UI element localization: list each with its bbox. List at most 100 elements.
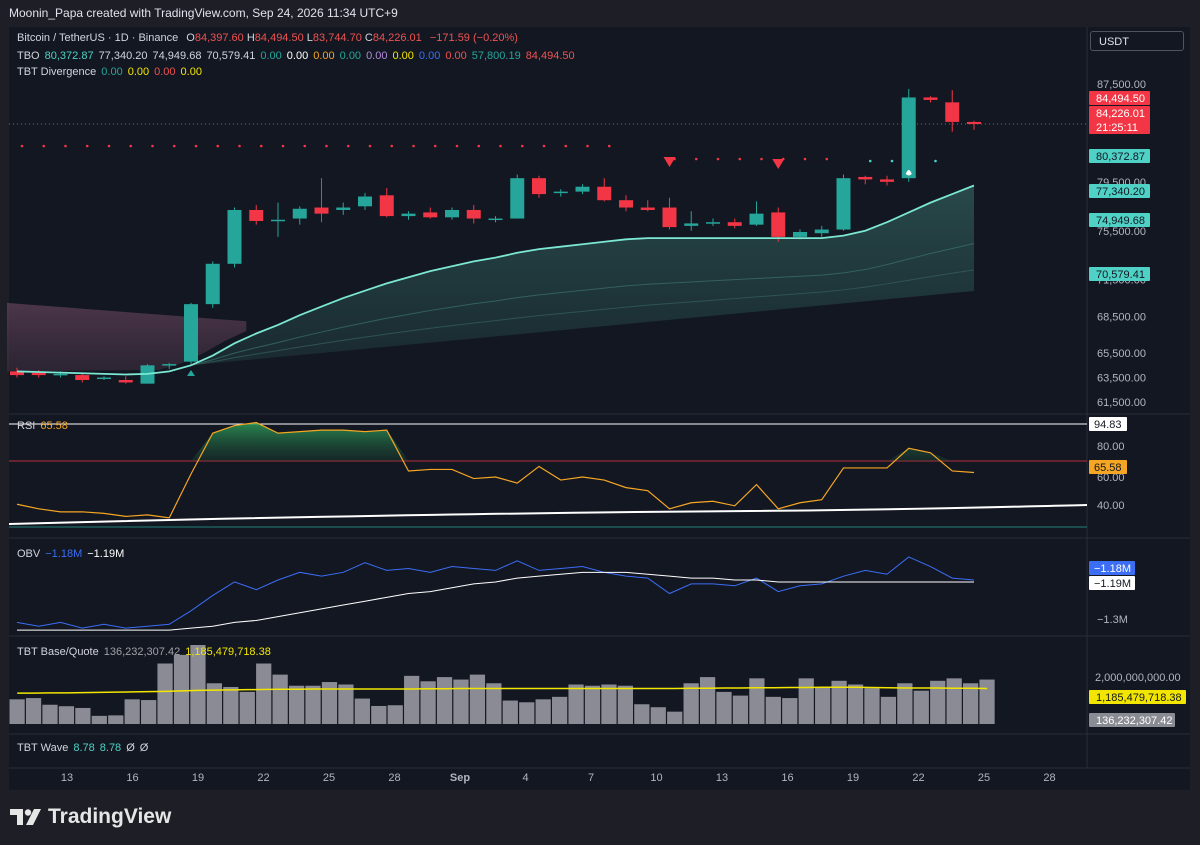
sell-signal-marker <box>772 159 785 169</box>
candle-body <box>488 218 503 221</box>
candle-body <box>553 191 568 194</box>
time-tick-label: 28 <box>1043 772 1055 784</box>
rsi-axis-label-bg <box>1089 460 1127 474</box>
candle-body <box>31 372 46 376</box>
candle-body <box>684 223 699 226</box>
resistance-dot <box>825 157 829 161</box>
legend-obv-row: OBV −1.18M −1.19M <box>17 548 129 560</box>
resistance-dot <box>303 144 307 148</box>
volume-bar <box>847 684 864 724</box>
resistance-dot <box>586 144 589 148</box>
volume-bar <box>288 685 305 724</box>
tbt-divergence-label[interactable]: TBT Divergence <box>17 66 97 78</box>
candle-body <box>445 209 459 218</box>
rsi-axis-label-bg <box>1089 417 1127 431</box>
volume-bar <box>436 677 453 724</box>
candle-body <box>945 102 960 122</box>
tradingview-logo-icon <box>10 809 41 825</box>
time-tick-label: 16 <box>126 772 138 784</box>
tbt-wave-label[interactable]: TBT Wave <box>17 742 69 754</box>
candle-body <box>967 121 981 125</box>
currency-button[interactable]: USDT <box>1090 31 1184 51</box>
obv-tick-label: −1.3M <box>1097 614 1128 626</box>
symbol-name[interactable]: Bitcoin / TetherUS · 1D · Binance <box>17 32 179 44</box>
tbt-divergence-values: 0.00 0.00 0.00 0.00 <box>101 66 207 78</box>
volume-tick-label: 2,000,000,000.00 <box>1095 672 1181 684</box>
price-tick-label: 87,500.00 <box>1097 79 1146 91</box>
candle-body <box>901 97 916 179</box>
obv-line-1 <box>17 571 974 631</box>
resistance-dot <box>42 144 46 148</box>
resistance-dot <box>107 144 111 148</box>
tbo-value-4: 0.00 <box>260 50 282 62</box>
legend-tbt-divergence-row: TBT Divergence 0.00 0.00 0.00 0.00 <box>17 66 212 78</box>
tbo-cloud-bullish <box>191 185 974 366</box>
volume-bar <box>535 699 551 724</box>
resistance-dot <box>520 144 524 148</box>
tbt-bq-value-2: 1,185,479,718.38 <box>185 646 271 658</box>
volume-bar <box>124 699 140 724</box>
tbt-divergence-value-2: 0.00 <box>154 66 176 78</box>
legend-tbt-bq-row: TBT Base/Quote 136,232,307.42 1,185,479,71… <box>17 646 276 658</box>
resistance-dot <box>412 144 415 148</box>
volume-bar <box>223 686 239 724</box>
tbo-value-3: 70,579.41 <box>206 50 256 62</box>
volume-bar <box>815 686 831 724</box>
obv-label[interactable]: OBV <box>17 548 41 560</box>
candle-body <box>184 304 198 362</box>
volume-bar <box>897 683 913 724</box>
rsi-label[interactable]: RSI <box>17 420 36 432</box>
candle-body <box>880 179 894 182</box>
tbo-value-9: 0.00 <box>392 50 414 62</box>
price-label: 70,579.41 <box>1096 269 1145 281</box>
tradingview-brand: TradingView <box>48 805 172 828</box>
volume-bar <box>321 682 338 724</box>
price-label: 21:25:11 <box>1096 122 1138 134</box>
volume-bar <box>502 700 518 724</box>
time-tick-label: 25 <box>323 772 335 784</box>
obv-axis-label: −1.18M <box>1094 563 1131 575</box>
rsi-value: 65.58 <box>40 420 68 432</box>
volume-bar <box>239 691 255 724</box>
price-axis: 87,500.0079,500.0075,500.0071,500.0068,5… <box>1089 79 1150 409</box>
candle-body <box>10 371 24 376</box>
obv-value-2: −1.19M <box>87 548 125 560</box>
rsi-line <box>16 421 975 519</box>
resistance-dot <box>129 144 133 148</box>
tbo-label[interactable]: TBO <box>17 50 40 62</box>
resistance-dot <box>238 144 241 148</box>
volume-bar <box>683 683 699 724</box>
candle-body <box>793 231 807 237</box>
candle-body <box>97 377 111 380</box>
tbo-fast-ema <box>16 184 975 376</box>
volume-axis-label: 136,232,307.42 <box>1096 715 1172 727</box>
volume-bar <box>552 696 568 724</box>
volume-bar <box>9 699 25 724</box>
resistance-dot <box>433 144 437 148</box>
candle-body <box>749 213 764 225</box>
resistance-dot <box>194 144 198 148</box>
volume-bar <box>420 681 436 724</box>
resistance-dot <box>151 144 154 148</box>
tbo-cloud <box>7 185 975 372</box>
tbo-cloud-line-1 <box>190 269 975 366</box>
volume-bar <box>387 705 403 724</box>
time-tick-label: 19 <box>847 772 859 784</box>
time-tick-label: 13 <box>61 772 73 784</box>
chart-frame[interactable] <box>9 27 1190 790</box>
tbo-value-12: 57,800.19 <box>471 50 521 62</box>
volume-bar <box>979 679 995 724</box>
tbo-value-5: 0.00 <box>286 50 309 62</box>
resistance-dot <box>477 144 481 148</box>
price-tick-label: 63,500.00 <box>1097 373 1146 385</box>
tbt-bq-label[interactable]: TBT Base/Quote <box>17 646 99 658</box>
time-tick-label: 13 <box>716 772 728 784</box>
volume-bar <box>930 680 946 724</box>
price-label-bg <box>1089 149 1150 163</box>
resistance-dot <box>64 144 67 148</box>
price-label-bg <box>1089 184 1150 198</box>
volume-bar <box>880 696 897 724</box>
volume-bar <box>584 685 601 724</box>
resistance-dot <box>172 144 176 148</box>
